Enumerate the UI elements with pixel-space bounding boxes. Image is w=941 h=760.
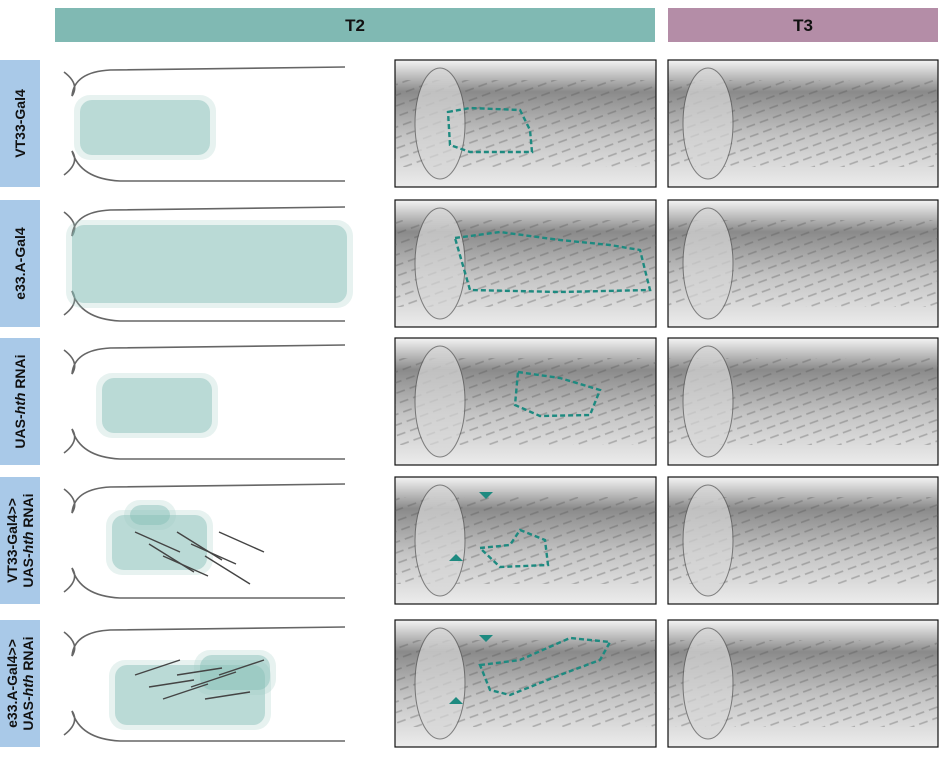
label-part: VT33-Gal4 <box>12 89 28 158</box>
label-part: hth <box>20 675 36 697</box>
label-part: UAS- <box>12 414 28 449</box>
row: VT33-Gal4 <box>0 59 939 188</box>
leg-joint <box>682 345 734 458</box>
bristle <box>148 679 195 688</box>
row-label: e33.A-Gal4>> <box>4 639 20 728</box>
leg-outline <box>63 344 346 460</box>
bristle <box>176 531 223 561</box>
expression-area <box>115 665 265 725</box>
row-label-box <box>0 60 40 187</box>
expression-outline <box>477 528 550 569</box>
row-label-box <box>0 200 40 327</box>
column-title: T3 <box>793 16 813 35</box>
expression-outline <box>478 636 612 697</box>
row: VT33-Gal4>> UAS-hth RNAi <box>0 476 939 605</box>
expression-area <box>96 373 218 438</box>
label-part: hth <box>12 393 28 415</box>
row: UAS-hth RNAi <box>0 337 939 466</box>
leg-joint <box>682 484 734 597</box>
row-label: UAS-hth RNAi <box>12 354 28 448</box>
expression-outline <box>446 106 534 154</box>
expression-outline <box>513 370 602 418</box>
bristle <box>134 531 181 553</box>
bristle <box>148 543 195 573</box>
expression-area <box>66 220 353 308</box>
label-part: VT33-Gal4>> <box>4 498 20 583</box>
leg-joint <box>414 207 466 320</box>
row-label: VT33-Gal4 <box>12 89 28 158</box>
bristle <box>218 659 265 676</box>
label-part: hth <box>20 532 36 554</box>
t2-header <box>55 8 655 42</box>
label-part: RNAi <box>12 354 28 392</box>
expression-area <box>130 505 170 525</box>
expression-area <box>109 660 271 730</box>
expression-area <box>80 100 210 155</box>
arrowhead <box>449 554 463 561</box>
row: e33.A-Gal4>> UAS-hth RNAi <box>0 619 939 748</box>
leg-joint <box>682 67 734 180</box>
label-part: e33.A-Gal4>> <box>4 639 20 728</box>
bristle <box>204 691 251 700</box>
row-label-box <box>0 477 40 604</box>
row-label-box <box>0 620 40 747</box>
row-label: UAS-hth RNAi <box>20 636 36 730</box>
bristle <box>204 555 251 585</box>
expression-area <box>124 500 176 530</box>
expression-area <box>102 378 212 433</box>
bristle <box>162 555 209 577</box>
leg-joint <box>682 207 734 320</box>
label-part: RNAi <box>20 636 36 674</box>
label-part: UAS- <box>20 553 36 588</box>
leg-joint <box>414 484 466 597</box>
leg-outline <box>63 66 346 182</box>
expression-area <box>74 95 216 160</box>
bristle <box>162 683 209 700</box>
arrowhead <box>479 492 493 499</box>
label-part: UAS- <box>20 696 36 731</box>
leg-outline <box>63 626 346 742</box>
row: e33.A-Gal4 <box>0 199 939 328</box>
bristle <box>134 659 181 676</box>
row-label: UAS-hth RNAi <box>20 493 36 587</box>
leg-joint <box>414 627 466 740</box>
bristle <box>190 671 237 688</box>
leg-outline <box>63 483 346 599</box>
bristle <box>176 667 223 676</box>
label-part: e33.A-Gal4 <box>12 227 28 300</box>
bristle <box>218 531 265 553</box>
row-label: VT33-Gal4>> <box>4 498 20 583</box>
arrowhead <box>449 697 463 704</box>
row-label-box <box>0 338 40 465</box>
column-title: T2 <box>345 16 365 35</box>
leg-joint <box>682 627 734 740</box>
leg-joint <box>414 345 466 458</box>
expression-outline <box>453 230 652 294</box>
arrowhead <box>479 635 493 642</box>
expression-area <box>72 225 347 303</box>
t3-header <box>668 8 938 42</box>
label-part: RNAi <box>20 493 36 531</box>
row-label: e33.A-Gal4 <box>12 227 28 300</box>
bristle <box>190 543 237 565</box>
leg-outline <box>63 206 346 322</box>
leg-joint <box>414 67 466 180</box>
